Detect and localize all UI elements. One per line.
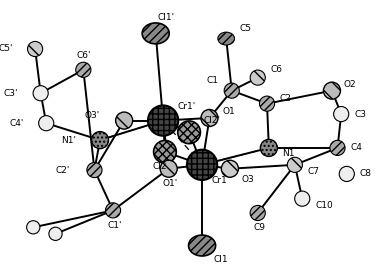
Text: Cr1': Cr1' <box>178 102 196 111</box>
Text: C8: C8 <box>360 169 372 178</box>
Text: C2: C2 <box>280 94 292 103</box>
Text: C6': C6' <box>76 51 91 60</box>
Text: C6: C6 <box>271 65 283 74</box>
Text: C7: C7 <box>308 167 320 176</box>
Ellipse shape <box>91 131 109 148</box>
Ellipse shape <box>187 150 217 180</box>
Text: Cl1': Cl1' <box>158 13 175 22</box>
Text: O2: O2 <box>343 80 356 89</box>
Ellipse shape <box>224 83 240 98</box>
Ellipse shape <box>218 32 234 45</box>
Text: N1: N1 <box>282 148 294 158</box>
Ellipse shape <box>334 106 349 122</box>
Ellipse shape <box>160 160 177 177</box>
Ellipse shape <box>116 112 132 129</box>
Text: O1: O1 <box>223 107 235 116</box>
Ellipse shape <box>295 191 310 206</box>
Text: C4': C4' <box>9 119 24 128</box>
Ellipse shape <box>260 96 274 111</box>
Ellipse shape <box>250 70 265 85</box>
Text: Cl2: Cl2 <box>152 162 167 170</box>
Text: Cr1: Cr1 <box>211 176 227 185</box>
Ellipse shape <box>39 116 54 131</box>
Ellipse shape <box>221 160 238 177</box>
Text: C5: C5 <box>239 24 251 33</box>
Ellipse shape <box>76 62 91 77</box>
Ellipse shape <box>201 109 218 126</box>
Ellipse shape <box>27 42 43 57</box>
Ellipse shape <box>154 141 176 163</box>
Text: C4: C4 <box>350 143 362 152</box>
Text: Cl1: Cl1 <box>213 255 228 264</box>
Text: Cl2': Cl2' <box>204 116 221 125</box>
Ellipse shape <box>178 121 200 144</box>
Text: N1': N1' <box>61 136 76 145</box>
Ellipse shape <box>339 166 354 182</box>
Ellipse shape <box>33 86 48 101</box>
Text: O3: O3 <box>241 175 254 184</box>
Text: C10: C10 <box>315 201 333 210</box>
Text: C3': C3' <box>4 89 18 98</box>
Ellipse shape <box>105 203 121 218</box>
Ellipse shape <box>49 227 62 240</box>
Ellipse shape <box>330 140 345 155</box>
Ellipse shape <box>27 221 40 234</box>
Text: C5': C5' <box>0 45 13 54</box>
Ellipse shape <box>260 139 278 156</box>
Ellipse shape <box>323 82 341 99</box>
Text: C1: C1 <box>207 76 219 85</box>
Ellipse shape <box>142 23 169 44</box>
Ellipse shape <box>87 163 102 178</box>
Text: C9: C9 <box>254 223 266 232</box>
Ellipse shape <box>148 105 178 136</box>
Ellipse shape <box>250 205 265 221</box>
Text: O3': O3' <box>85 111 100 120</box>
Text: O1': O1' <box>163 179 178 188</box>
Ellipse shape <box>287 157 302 172</box>
Text: C3: C3 <box>354 109 366 119</box>
Ellipse shape <box>189 235 216 256</box>
Text: C1': C1' <box>108 221 122 230</box>
Text: C2': C2' <box>56 166 70 175</box>
